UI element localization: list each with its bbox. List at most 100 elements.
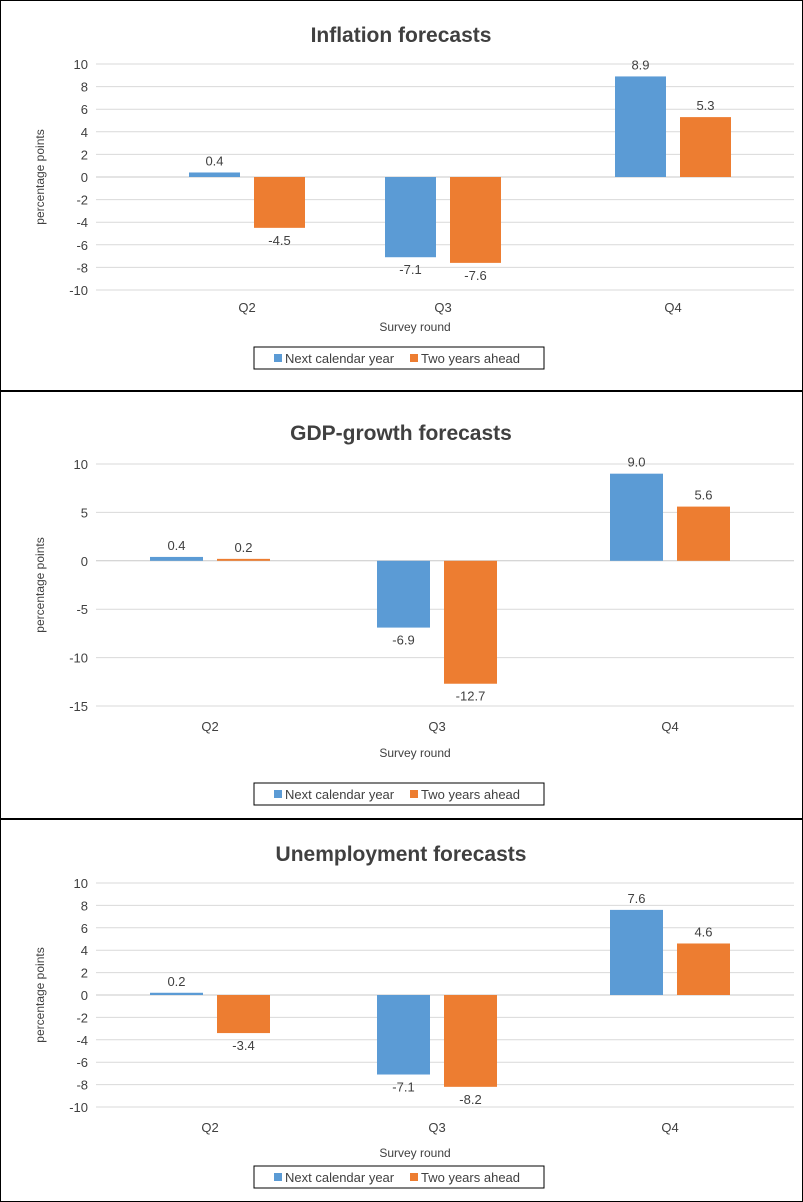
chart-0-legend-swatch-0 [274, 354, 282, 362]
chart-1-ytick-label: -5 [76, 602, 88, 617]
chart-2-legend-swatch-1 [410, 1173, 418, 1181]
chart-0-ytick-label: -10 [69, 283, 88, 298]
chart-1-legend-box [253, 782, 545, 806]
chart-1-category-label: Q2 [201, 719, 218, 734]
chart-2-legend-box [253, 1165, 545, 1189]
chart-2-data-label: -8.2 [459, 1092, 481, 1107]
chart-2-ylabel: percentage points [33, 947, 47, 1042]
inflation-chart: Inflation forecasts 10 8 6 4 2 0 -2 -4 -6 -8 -10 per… [0, 0, 803, 391]
chart-0-legend-label-1: Two years ahead [421, 351, 520, 366]
chart-2-data-label: -7.1 [392, 1080, 414, 1095]
chart-0-title: Inflation forecasts [311, 24, 492, 47]
chart-1-ytick-label: -10 [69, 651, 88, 666]
chart-0-ytick-label: -2 [76, 193, 88, 208]
chart-1-data-label: 9.0 [627, 455, 645, 470]
chart-2-category-label: Q3 [428, 1120, 445, 1135]
chart-2-title: Unemployment forecasts [276, 843, 527, 866]
chart-0-ytick-label: -4 [76, 215, 88, 230]
chart-2-bar-series1-q3 [444, 995, 497, 1087]
chart-0-ytick-label: 2 [81, 147, 88, 162]
chart-1-ytick-label: -15 [69, 699, 88, 714]
chart-1-legend-swatch-1 [410, 790, 418, 798]
chart-2-bar-series0-q3 [377, 995, 430, 1075]
chart-1-legend-label-0: Next calendar year [285, 787, 395, 802]
chart-2-category-label: Q2 [201, 1120, 218, 1135]
unemployment-chart-panel: Unemployment forecasts 10 8 6 4 2 0 -2 -4 -6 -8 -10… [0, 819, 803, 1202]
chart-2-data-label: 0.2 [167, 974, 185, 989]
chart-1-data-label: 0.2 [234, 540, 252, 555]
chart-1-bar-series0-q2 [150, 556, 203, 561]
chart-2-data-label: -3.4 [232, 1038, 254, 1053]
chart-0-ytick-label: 6 [81, 102, 88, 117]
chart-2-bar-series0-q4 [610, 909, 663, 995]
chart-2-data-label: 7.6 [627, 891, 645, 906]
chart-0-ytick-label: 8 [81, 80, 88, 95]
chart-1-data-label: -12.7 [456, 689, 486, 704]
chart-2-ytick-label: 8 [81, 898, 88, 913]
chart-0-data-label: 8.9 [631, 57, 649, 72]
chart-0-data-label: -7.1 [399, 262, 421, 277]
chart-0-bar-series0-q3 [385, 177, 436, 258]
unemployment-chart: Unemployment forecasts 10 8 6 4 2 0 -2 -4 -6 -8 -10… [0, 819, 803, 1202]
chart-1-ytick-label: 10 [74, 457, 88, 472]
chart-2-xlabel: Survey round [379, 1146, 450, 1160]
chart-1-category-label: Q4 [661, 719, 678, 734]
chart-1-bar-series1-q4 [677, 506, 730, 561]
chart-0-ytick-label: -8 [76, 260, 88, 275]
chart-1-ytick-label: 0 [81, 554, 88, 569]
chart-2-bar-series1-q4 [677, 943, 730, 995]
chart-1-bar-series1-q2 [217, 558, 270, 561]
chart-0-category-label: Q2 [238, 300, 255, 315]
chart-0-category-label: Q3 [434, 300, 451, 315]
chart-0-ytick-label: 0 [81, 170, 88, 185]
chart-1-data-label: 5.6 [694, 488, 712, 503]
chart-0-data-label: 0.4 [205, 153, 223, 168]
inflation-chart-panel: Inflation forecasts 10 8 6 4 2 0 -2 -4 -6 -8 -10 per… [0, 0, 803, 391]
chart-0-bar-series0-q2 [189, 172, 240, 177]
chart-2-ytick-label: 2 [81, 966, 88, 981]
chart-2-ytick-label: 6 [81, 921, 88, 936]
chart-0-bar-series1-q4 [680, 117, 731, 177]
chart-1-bar-series0-q4 [610, 473, 663, 561]
chart-1-legend-label-1: Two years ahead [421, 787, 520, 802]
chart-1-xlabel: Survey round [379, 746, 450, 760]
chart-0-ytick-label: 10 [74, 57, 88, 72]
chart-1-ylabel: percentage points [33, 537, 47, 632]
chart-2-ytick-label: -8 [76, 1078, 88, 1093]
chart-1-data-label: 0.4 [167, 538, 185, 553]
chart-0-data-label: -4.5 [268, 233, 290, 248]
chart-2-ytick-label: 0 [81, 988, 88, 1003]
chart-0-data-label: -7.6 [464, 268, 486, 283]
chart-2-legend-label-1: Two years ahead [421, 1170, 520, 1185]
chart-2-category-label: Q4 [661, 1120, 678, 1135]
chart-0-bar-series0-q4 [615, 76, 666, 177]
gdp-growth-chart-panel: GDP-growth forecasts 10 5 0 -5 -10 -15 percenta… [0, 391, 803, 819]
chart-0-legend-label-0: Next calendar year [285, 351, 395, 366]
chart-1-title: GDP-growth forecasts [290, 422, 512, 445]
chart-0-ytick-label: -6 [76, 238, 88, 253]
chart-0-bar-series1-q3 [450, 177, 501, 263]
chart-1-category-label: Q3 [428, 719, 445, 734]
gdp-growth-chart: GDP-growth forecasts 10 5 0 -5 -10 -15 percenta… [0, 391, 803, 819]
chart-0-category-label: Q4 [664, 300, 681, 315]
chart-0-bar-series1-q2 [254, 177, 305, 228]
chart-1-bar-series0-q3 [377, 560, 430, 628]
chart-2-ytick-label: -2 [76, 1010, 88, 1025]
chart-0-legend-box [253, 346, 545, 370]
chart-2-ytick-label: -6 [76, 1055, 88, 1070]
chart-0-xlabel: Survey round [379, 320, 450, 334]
chart-2-ytick-label: 4 [81, 943, 88, 958]
chart-2-data-label: 4.6 [694, 924, 712, 939]
chart-0-legend-swatch-1 [410, 354, 418, 362]
chart-1-ytick-label: 5 [81, 505, 88, 520]
chart-0-ytick-label: 4 [81, 125, 88, 140]
chart-0-ylabel: percentage points [33, 129, 47, 224]
chart-2-legend-swatch-0 [274, 1173, 282, 1181]
chart-2-bar-series0-q2 [150, 992, 203, 995]
chart-2-bar-series1-q2 [217, 995, 270, 1034]
chart-2-ytick-label: 10 [74, 876, 88, 891]
chart-2-ytick-label: -10 [69, 1100, 88, 1115]
chart-1-bar-series1-q3 [444, 560, 497, 684]
chart-2-ytick-label: -4 [76, 1033, 88, 1048]
chart-2-legend-label-0: Next calendar year [285, 1170, 395, 1185]
